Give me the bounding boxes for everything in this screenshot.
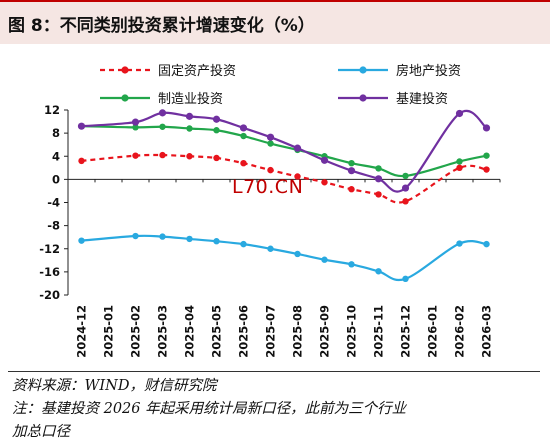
data-point-series-1 [78, 157, 85, 165]
data-point-series-1 [186, 153, 193, 160]
series-line-3 [81, 125, 487, 178]
y-tick-label: -20 [39, 288, 60, 302]
data-point-series-2 [78, 237, 85, 244]
title-band: 图 8：不同类别投资累计增速变化（%） [0, 0, 550, 44]
y-tick-label: -4 [47, 196, 60, 210]
data-point-series-4 [347, 167, 356, 175]
data-point-series-4 [455, 109, 464, 118]
data-point-series-2 [348, 261, 355, 268]
footer-divider [8, 371, 540, 372]
x-tick-label: 2026-01 [426, 305, 440, 358]
legend-label: 基建投资 [396, 91, 448, 107]
data-point-series-2 [267, 245, 274, 252]
data-point-series-4 [320, 156, 329, 164]
data-point-series-1 [213, 154, 220, 162]
data-point-series-2 [132, 232, 139, 240]
data-point-series-4 [239, 124, 248, 132]
data-point-series-2 [402, 275, 409, 283]
x-tick-label: 2025-07 [264, 305, 278, 358]
data-point-series-1 [294, 173, 301, 180]
y-tick-label: -16 [39, 265, 60, 279]
data-point-series-3 [213, 127, 220, 134]
legend-label: 制造业投资 [158, 91, 223, 107]
data-point-series-2 [186, 235, 193, 243]
data-point-series-4 [158, 109, 167, 117]
y-tick-label: -8 [47, 219, 60, 233]
data-point-series-2 [159, 233, 166, 240]
watermark-text: L70.CN [232, 176, 304, 198]
data-point-series-2 [213, 238, 220, 245]
data-point-series-1 [240, 159, 247, 167]
data-point-series-3 [132, 124, 139, 131]
data-point-series-3 [375, 165, 382, 172]
data-point-series-3 [348, 159, 355, 167]
x-tick-label: 2025-02 [129, 305, 143, 358]
data-point-series-3 [267, 140, 274, 147]
source-note: 资料来源：WIND，财信研究院 [12, 378, 217, 394]
data-point-series-1 [483, 166, 490, 173]
data-point-series-2 [456, 240, 463, 247]
x-tick-label: 2025-11 [372, 305, 386, 358]
y-tick-label: -12 [39, 242, 60, 256]
chart-axes: 12 8 4 0 -4 -8 -12 -16 -20 2024-12 2025-01 2025-02 2… [39, 103, 501, 358]
legend-swatch-marker [121, 94, 129, 102]
data-point-series-3 [159, 123, 166, 130]
data-point-series-4 [266, 133, 275, 141]
legend-label: 固定资产投资 [158, 63, 236, 79]
x-tick-label: 2025-10 [345, 305, 359, 358]
x-tick-label: 2025-06 [237, 305, 251, 358]
data-point-series-1 [321, 179, 328, 186]
data-point-series-3 [240, 132, 247, 140]
legend-swatch-marker [121, 66, 129, 74]
data-point-series-4 [401, 184, 410, 192]
data-point-series-4 [131, 118, 140, 126]
y-tick-label: 0 [52, 172, 60, 186]
x-tick-label: 2026-03 [480, 305, 494, 358]
x-tick-label: 2025-04 [183, 305, 197, 358]
method-note-continued: 加总口径 [12, 424, 70, 440]
data-point-series-2 [240, 240, 247, 248]
legend-swatch-marker [359, 66, 367, 74]
data-point-series-3 [186, 125, 193, 132]
data-point-series-4 [482, 124, 491, 132]
data-point-series-4 [185, 112, 194, 120]
y-tick-label: 4 [52, 149, 60, 163]
x-tick-label: 2025-05 [210, 305, 224, 358]
x-tick-label: 2026-02 [453, 305, 467, 358]
data-point-series-3 [456, 158, 463, 165]
data-point-series-2 [483, 240, 490, 248]
x-tick-label: 2025-09 [318, 305, 332, 358]
data-point-series-1 [348, 186, 355, 193]
y-tick-label: 8 [52, 126, 60, 140]
data-point-series-1 [402, 198, 409, 205]
data-point-series-1 [132, 152, 139, 159]
data-point-series-2 [294, 250, 301, 258]
figure-title: 图 8：不同类别投资累计增速变化（%） [8, 16, 315, 36]
data-point-series-1 [456, 164, 463, 172]
legend-swatch-marker [359, 94, 367, 102]
chart-plot-area [77, 109, 491, 283]
x-tick-label: 2025-01 [102, 305, 116, 358]
x-tick-label: 2025-08 [291, 305, 305, 358]
x-tick-label: 2025-12 [399, 305, 413, 358]
x-tick-label: 2025-03 [156, 305, 170, 358]
data-point-series-4 [374, 175, 383, 183]
legend-label: 房地产投资 [396, 63, 461, 79]
data-point-series-1 [267, 166, 274, 174]
data-point-series-2 [321, 256, 328, 263]
data-point-series-2 [375, 268, 382, 275]
method-note: 注：基建投资 2026 年起采用统计局新口径，此前为三个行业 [12, 401, 407, 417]
data-point-series-4 [212, 115, 221, 123]
x-tick-label: 2024-12 [75, 305, 89, 358]
data-point-series-1 [375, 191, 382, 198]
data-point-series-4 [293, 144, 302, 152]
y-tick-label: 12 [44, 103, 60, 117]
data-point-series-3 [483, 152, 490, 159]
series-line-2 [81, 234, 487, 282]
data-point-series-4 [77, 122, 86, 130]
data-point-series-3 [402, 172, 409, 180]
data-point-series-1 [159, 151, 166, 159]
